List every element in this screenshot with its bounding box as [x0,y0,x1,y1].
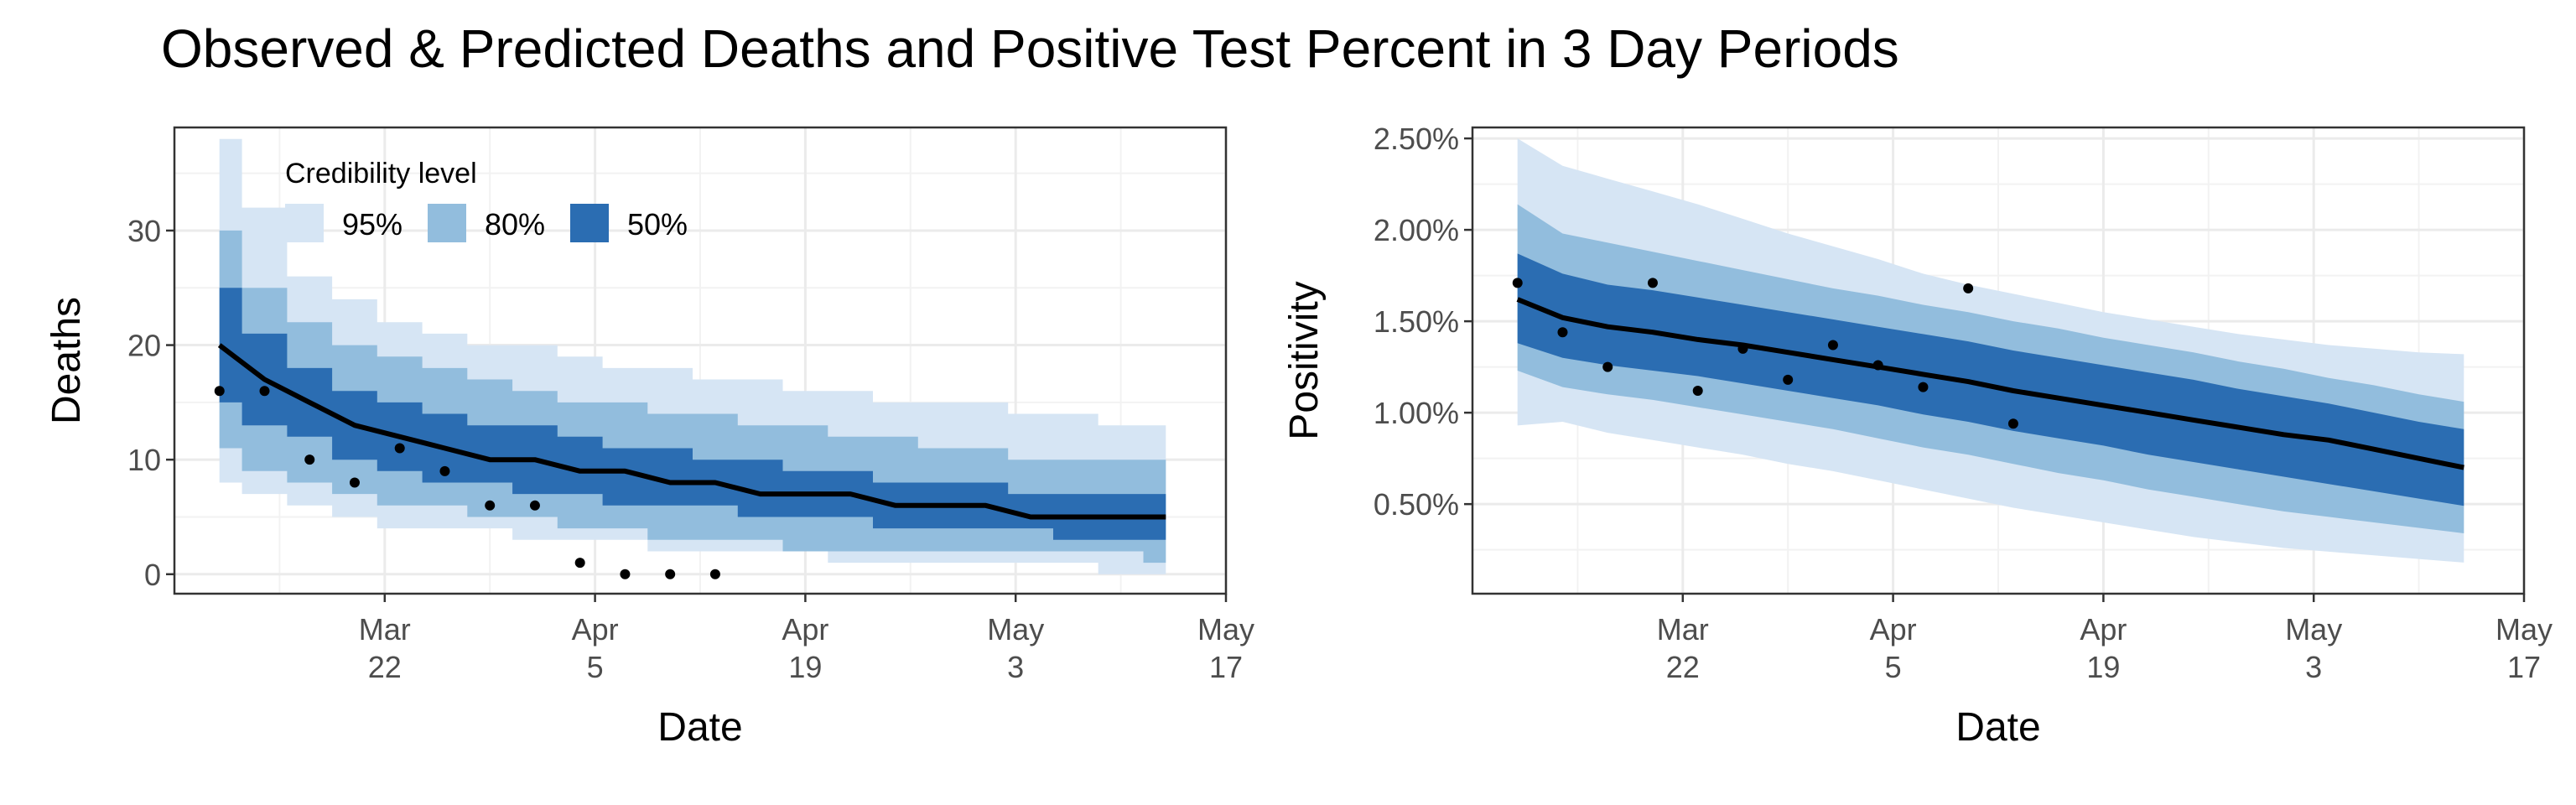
deaths-observed-point [349,477,360,488]
positivity-median-line [1516,297,2464,470]
deaths-observed-point [529,500,540,511]
deaths-observed-point [439,465,450,476]
deaths-y-axis-title: Deaths [44,297,89,424]
legend-label-80: 80% [485,207,545,242]
legend-swatch-95 [285,204,324,242]
deaths-observed-point [709,569,720,579]
positivity-observed-point [1692,385,1703,396]
deaths-y-tick-label: 0 [144,558,161,592]
deaths-band-50 [219,288,1166,540]
positivity-x-tick-day: 3 [2305,650,2322,684]
positivity-x-tick-month: Apr [1870,612,1917,647]
deaths-x-tick-month: Apr [572,612,619,647]
deaths-x-tick-month: Mar [359,612,411,647]
positivity-observed-point [1647,278,1658,288]
positivity-observed-point [1512,278,1523,288]
positivity-observed-point [1737,343,1748,354]
legend-swatch-50 [570,204,609,242]
positivity-y-axis-title: Positivity [1282,281,1327,439]
positivity-x-tick-day: 19 [2086,650,2120,684]
deaths-x-tick-day: 5 [587,650,604,684]
positivity-observed-point [2007,418,2018,429]
deaths-observed-point [214,386,225,397]
positivity-x-tick-month: May [2285,612,2342,647]
deaths-x-tick-month: May [987,612,1044,647]
positivity-x-tick-month: Mar [1657,612,1709,647]
deaths-x-tick-month: Apr [782,612,828,647]
positivity-observed-point [1918,382,1929,392]
positivity-x-tick-month: Apr [2080,612,2127,647]
deaths-observed-point [665,569,676,579]
deaths-observed-point [574,558,585,569]
positivity-y-tick-label: 1.50% [1374,304,1459,339]
positivity-x-tick-day: 5 [1885,650,1902,684]
legend-label-50: 50% [627,207,688,242]
deaths-observed-point [259,386,270,397]
positivity-observed-point [1602,361,1613,372]
deaths-observed-point [485,500,496,511]
deaths-x-tick-day: 19 [788,650,822,684]
legend-swatch-80 [428,204,466,242]
positivity-observed-point [1557,327,1568,338]
deaths-observed-point [620,569,631,579]
positivity-observed-point [1827,340,1838,351]
positivity-x-tick-day: 22 [1666,650,1700,684]
deaths-y-tick-label: 20 [127,329,161,363]
positivity-panel: 0.50%1.00%1.50%2.00%2.50%Mar22Apr5Apr19M… [1282,122,2553,750]
deaths-x-tick-day: 17 [1209,650,1243,684]
deaths-observed-point [394,443,405,454]
positivity-x-axis-title: Date [1955,705,2040,750]
deaths-x-tick-day: 22 [368,650,402,684]
positivity-y-tick-label: 0.50% [1374,487,1459,522]
positivity-panel-border [1471,126,2526,595]
positivity-y-tick-label: 2.00% [1374,213,1459,247]
positivity-band-50 [1517,253,2464,506]
legend-title: Credibility level [285,158,477,190]
deaths-observed-point [304,454,315,465]
legend-label-95: 95% [342,207,402,242]
positivity-y-tick-label: 2.50% [1374,122,1459,156]
deaths-y-tick-label: 30 [127,214,161,248]
positivity-x-tick-month: May [2496,612,2553,647]
deaths-median-line [217,343,1166,520]
deaths-y-tick-label: 10 [127,443,161,477]
chart-title: Observed & Predicted Deaths and Positive… [161,18,1899,79]
positivity-y-tick-label: 1.00% [1374,396,1459,430]
positivity-observed-point [1872,360,1883,371]
positivity-observed-point [1783,374,1794,385]
positivity-x-tick-day: 17 [2507,650,2541,684]
deaths-panel: 0102030Mar22Apr5Apr19May3May17DateDeaths… [44,126,1254,750]
deaths-panel-border [173,126,1228,595]
positivity-observed-point [1963,283,1974,293]
deaths-x-axis-title: Date [657,705,742,750]
deaths-x-tick-day: 3 [1007,650,1024,684]
deaths-x-tick-month: May [1197,612,1254,647]
